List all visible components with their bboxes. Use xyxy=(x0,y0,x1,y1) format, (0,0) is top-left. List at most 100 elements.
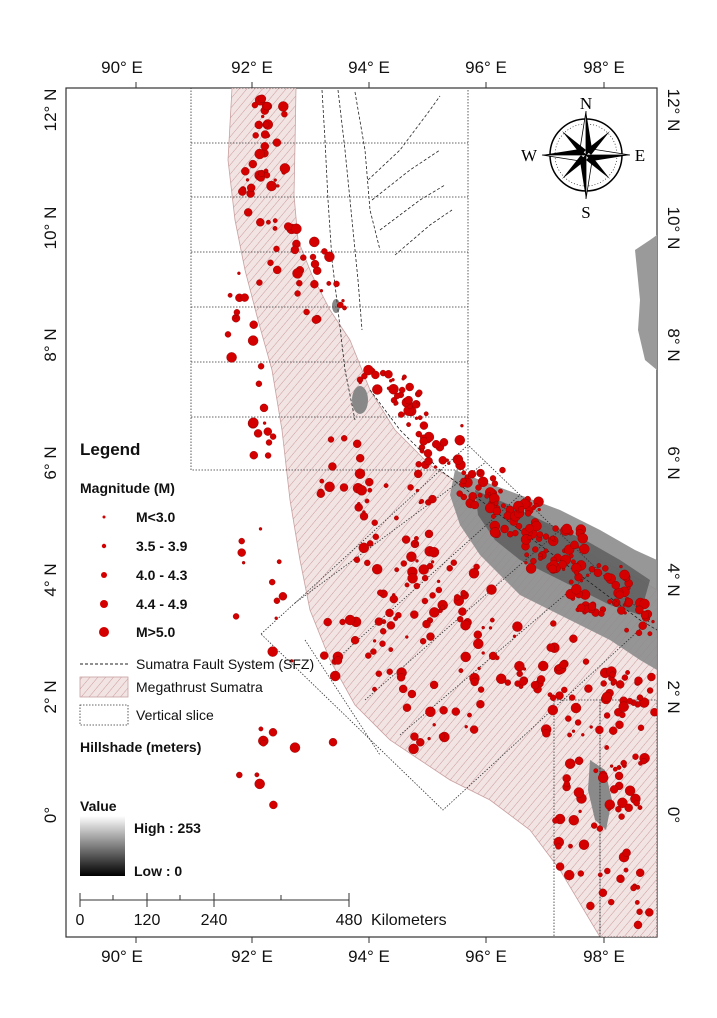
legend-high-label: High : 253 xyxy=(134,820,201,836)
earthquake-point xyxy=(386,668,393,675)
earthquake-point xyxy=(263,121,270,128)
earthquake-point xyxy=(618,701,629,712)
top-axis-labels: 90° E 92° E 94° E 96° E 98° E xyxy=(101,58,625,77)
earthquake-point xyxy=(370,648,377,655)
earthquake-point xyxy=(339,618,346,626)
earthquake-point xyxy=(427,736,431,741)
earthquake-point xyxy=(276,559,282,565)
earthquake-point xyxy=(596,825,604,832)
earthquake-point xyxy=(637,724,645,731)
earthquake-point xyxy=(364,559,371,567)
compass-south-label: S xyxy=(581,203,590,222)
earthquake-point xyxy=(248,417,259,428)
earthquake-point xyxy=(260,130,270,139)
earthquake-point xyxy=(451,707,460,716)
earthquake-point xyxy=(460,493,467,501)
earthquake-point xyxy=(468,568,480,579)
earthquake-point xyxy=(404,582,410,588)
earthquake-point xyxy=(558,560,567,569)
earthquake-point xyxy=(433,465,438,469)
left-axis-label: 8° N xyxy=(41,328,60,361)
earthquake-point xyxy=(623,867,629,873)
earthquake-point xyxy=(609,726,618,735)
earthquake-point xyxy=(568,815,579,826)
earthquake-point xyxy=(561,686,568,694)
earthquake-point xyxy=(559,660,568,669)
earthquake-point xyxy=(473,638,484,649)
earthquake-point xyxy=(278,101,289,112)
earthquake-point xyxy=(622,848,631,857)
earthquake-point xyxy=(237,548,246,557)
earthquake-point xyxy=(281,110,288,118)
earthquake-point xyxy=(226,352,237,363)
right-axis-label: 12° N xyxy=(664,89,683,132)
earthquake-point xyxy=(627,586,631,590)
earthquake-point xyxy=(519,677,528,686)
earthquake-point xyxy=(573,787,585,798)
earthquake-point xyxy=(577,603,586,612)
earthquake-point xyxy=(500,524,509,534)
earthquake-point xyxy=(550,535,555,541)
earthquake-point xyxy=(607,599,613,604)
compass-north-label: N xyxy=(580,94,592,113)
earthquake-point xyxy=(339,483,349,492)
earthquake-point xyxy=(274,616,278,620)
earthquake-point xyxy=(256,279,263,286)
right-axis-label: 0° xyxy=(664,807,683,823)
left-axis-label: 0° xyxy=(41,807,60,823)
legend-symbol-m44 xyxy=(100,600,108,608)
earthquake-point xyxy=(414,542,419,548)
legend-sfz-label: Sumatra Fault System (SFZ) xyxy=(136,656,314,672)
simeulue-island-hillshade xyxy=(352,386,368,414)
legend-hillshade-ramp xyxy=(80,816,125,876)
earthquake-point xyxy=(489,527,501,538)
earthquake-point xyxy=(418,564,429,575)
earthquake-point xyxy=(525,510,532,517)
earthquake-point xyxy=(386,386,391,390)
earthquake-point xyxy=(386,621,396,630)
earthquake-point xyxy=(595,725,604,735)
earthquake-point xyxy=(374,617,384,626)
earthquake-point xyxy=(407,404,413,410)
earthquake-point xyxy=(354,468,366,479)
earthquake-point xyxy=(258,170,265,178)
earthquake-point xyxy=(525,563,537,574)
earthquake-point xyxy=(257,363,265,370)
earthquake-point xyxy=(633,920,643,930)
earthquake-point xyxy=(358,542,369,553)
earthquake-point xyxy=(525,524,534,533)
earthquake-point xyxy=(389,594,398,604)
earthquake-point xyxy=(269,433,277,440)
earthquake-point xyxy=(492,506,502,516)
sumatra-highlands xyxy=(475,490,650,615)
bottom-axis-labels: 90° E 92° E 94° E 96° E 98° E xyxy=(101,947,625,966)
earthquake-point xyxy=(608,898,615,906)
earthquake-point xyxy=(256,218,265,227)
earthquake-point xyxy=(571,729,576,733)
earthquake-point xyxy=(428,547,440,558)
earthquake-point xyxy=(602,565,609,572)
earthquake-point xyxy=(365,652,372,659)
earthquake-point xyxy=(233,309,241,316)
earthquake-point xyxy=(405,382,414,392)
earthquake-point xyxy=(512,634,517,638)
earthquake-point xyxy=(515,523,523,530)
earthquake-point xyxy=(272,218,278,224)
earthquake-point xyxy=(258,726,264,732)
top-axis-label: 96° E xyxy=(465,58,507,77)
earthquake-point xyxy=(406,551,417,562)
earthquake-point xyxy=(468,492,477,501)
earthquake-point xyxy=(609,671,616,678)
earthquake-point xyxy=(371,519,378,526)
left-axis-label: 10° N xyxy=(41,207,60,250)
compass-rose: N S E W xyxy=(521,94,645,222)
earthquake-point xyxy=(309,236,320,248)
earthquake-point xyxy=(232,613,240,620)
earthquake-point xyxy=(615,720,624,729)
legend: Legend Magnitude (M) M<3.0 3.5 - 3.9 4.0… xyxy=(79,440,314,879)
earthquake-point xyxy=(356,454,365,463)
earthquake-point xyxy=(543,548,549,554)
earthquake-point xyxy=(609,785,619,794)
earthquake-point xyxy=(375,670,382,677)
